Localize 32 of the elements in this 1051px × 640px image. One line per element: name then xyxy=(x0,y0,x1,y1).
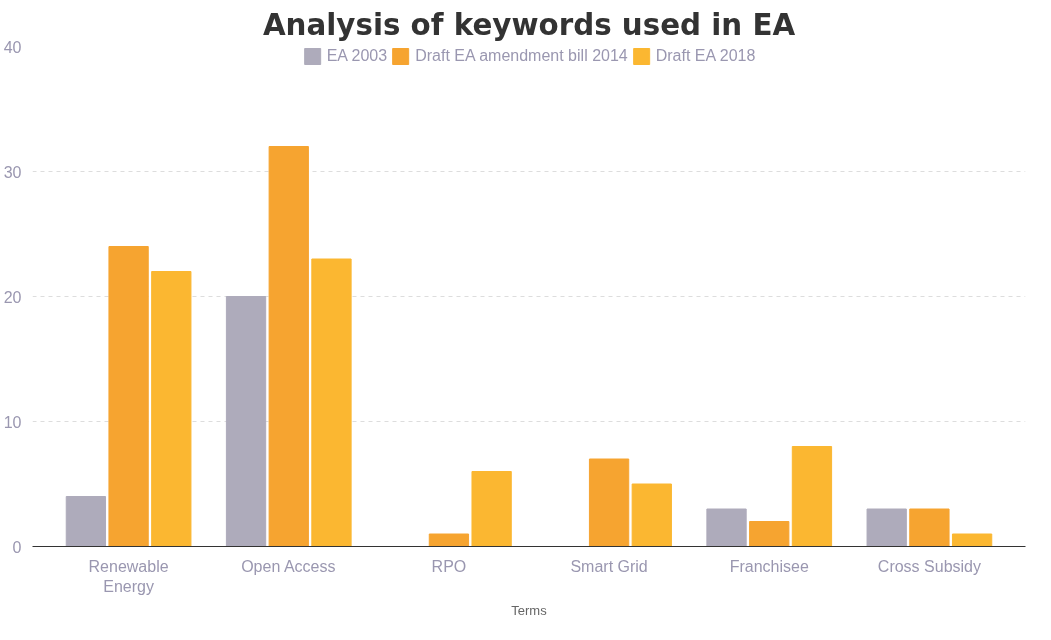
y-tick-label: 20 xyxy=(3,288,22,306)
x-tick-label: Franchisee xyxy=(729,557,809,575)
y-tick-label: 40 xyxy=(3,38,22,56)
bar xyxy=(631,483,672,547)
legend-label: EA 2003 xyxy=(326,47,388,65)
chart-title: Analysis of keywords used in EA xyxy=(262,7,796,42)
x-tick-label: Cross Subsidy xyxy=(877,557,981,575)
x-tick-label: Open Access xyxy=(241,557,336,575)
x-tick-label: Renewable Energy xyxy=(88,557,169,595)
x-axis-title: Terms xyxy=(511,602,548,618)
bar xyxy=(225,296,267,547)
bar xyxy=(151,271,192,547)
bar xyxy=(108,246,149,547)
legend-label: Draft EA amendment bill 2014 xyxy=(415,47,628,65)
x-tick-label: RPO xyxy=(431,557,467,575)
bar xyxy=(471,471,512,547)
bar xyxy=(706,508,747,547)
bar xyxy=(311,258,352,547)
bar xyxy=(749,521,790,547)
y-tick-label: 0 xyxy=(12,538,22,556)
bar xyxy=(791,446,833,547)
bar xyxy=(65,496,107,547)
bar xyxy=(268,146,309,547)
bar xyxy=(951,533,993,547)
bar xyxy=(909,508,950,547)
bar xyxy=(588,458,630,547)
x-tick-label: Smart Grid xyxy=(570,557,648,575)
bar xyxy=(428,533,470,547)
y-tick-label: 10 xyxy=(3,413,22,431)
y-tick-label: 30 xyxy=(3,163,22,181)
legend-label: Draft EA 2018 xyxy=(655,47,756,65)
bar xyxy=(866,508,907,547)
